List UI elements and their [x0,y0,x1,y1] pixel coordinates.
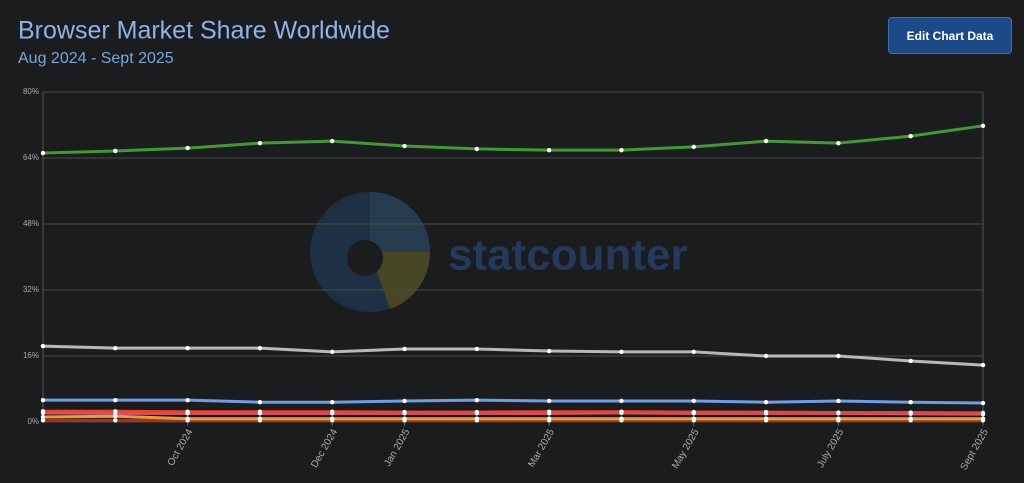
point [908,133,913,139]
point [40,414,46,420]
point [980,410,986,416]
point [474,146,480,152]
point [980,362,986,368]
x-tick-label: Oct 2024 [166,427,196,468]
point [330,409,335,414]
point [980,400,986,406]
point [546,409,552,414]
point [330,416,335,421]
point [908,416,913,421]
point [619,409,624,414]
point [257,345,263,351]
point [113,397,118,403]
edit-button[interactable]: Edit Chart Data [888,17,1012,54]
point [257,400,263,405]
point [40,150,46,156]
point [113,148,118,154]
watermark: statcounter [448,231,688,280]
point [619,416,624,421]
chart-title: Browser Market Share Worldwide [18,17,390,45]
y-tick-label: 48% [23,219,39,228]
point [185,397,190,403]
point [113,345,118,351]
point [330,138,335,144]
point [836,353,841,359]
point [836,416,841,421]
point [836,410,841,415]
point [908,358,913,364]
y-tick-label: 64% [23,153,39,162]
point [113,409,118,414]
y-tick-label: 80% [23,87,39,96]
point [40,397,46,403]
point [546,398,552,404]
point [836,140,841,146]
point [40,343,46,349]
point [546,416,552,421]
point [474,397,480,403]
x-tick-label: July 2025 [815,427,846,470]
series-line [43,409,984,415]
point [330,349,335,355]
x-tick-label: May 2025 [670,427,702,471]
point [691,349,696,355]
chart-subtitle: Aug 2024 - Sept 2025 [18,50,174,67]
series-line [43,398,984,405]
x-tick-label: Dec 2024 [309,427,340,470]
point [691,416,696,421]
point [763,416,769,421]
point [763,400,769,405]
y-tick-label: 32% [23,285,39,294]
point [257,416,263,421]
point [546,147,552,153]
point [330,400,335,405]
series-line [42,124,984,155]
point [763,409,769,415]
point [402,416,407,421]
point [691,144,696,150]
point [763,138,769,144]
point [402,143,407,149]
point [619,147,624,153]
point [185,145,190,151]
series-line [42,414,983,421]
x-tick-label: Sept 2025 [959,427,992,472]
point [40,418,46,423]
point [474,409,480,415]
point [257,409,263,414]
point [619,398,624,404]
point [980,123,986,129]
watermark-logo [310,192,431,312]
point [402,409,407,415]
point [185,409,190,414]
point [474,416,480,421]
point [980,416,986,421]
point [185,416,190,421]
point [474,346,480,352]
y-tick-label: 16% [23,351,39,360]
point [402,346,407,352]
point [619,349,624,355]
point [763,353,769,359]
point [402,398,407,404]
point [908,410,913,415]
point [40,409,46,414]
y-tick-label: 0% [27,417,39,426]
point [908,400,913,405]
point [836,398,841,404]
point [691,398,696,404]
point [185,345,190,351]
series-line [42,344,984,367]
point [257,140,263,146]
x-tick-label: Jan 2025 [382,427,412,469]
point [113,418,118,423]
point [546,348,552,354]
point [691,409,696,415]
x-tick-label: Mar 2025 [526,427,557,469]
